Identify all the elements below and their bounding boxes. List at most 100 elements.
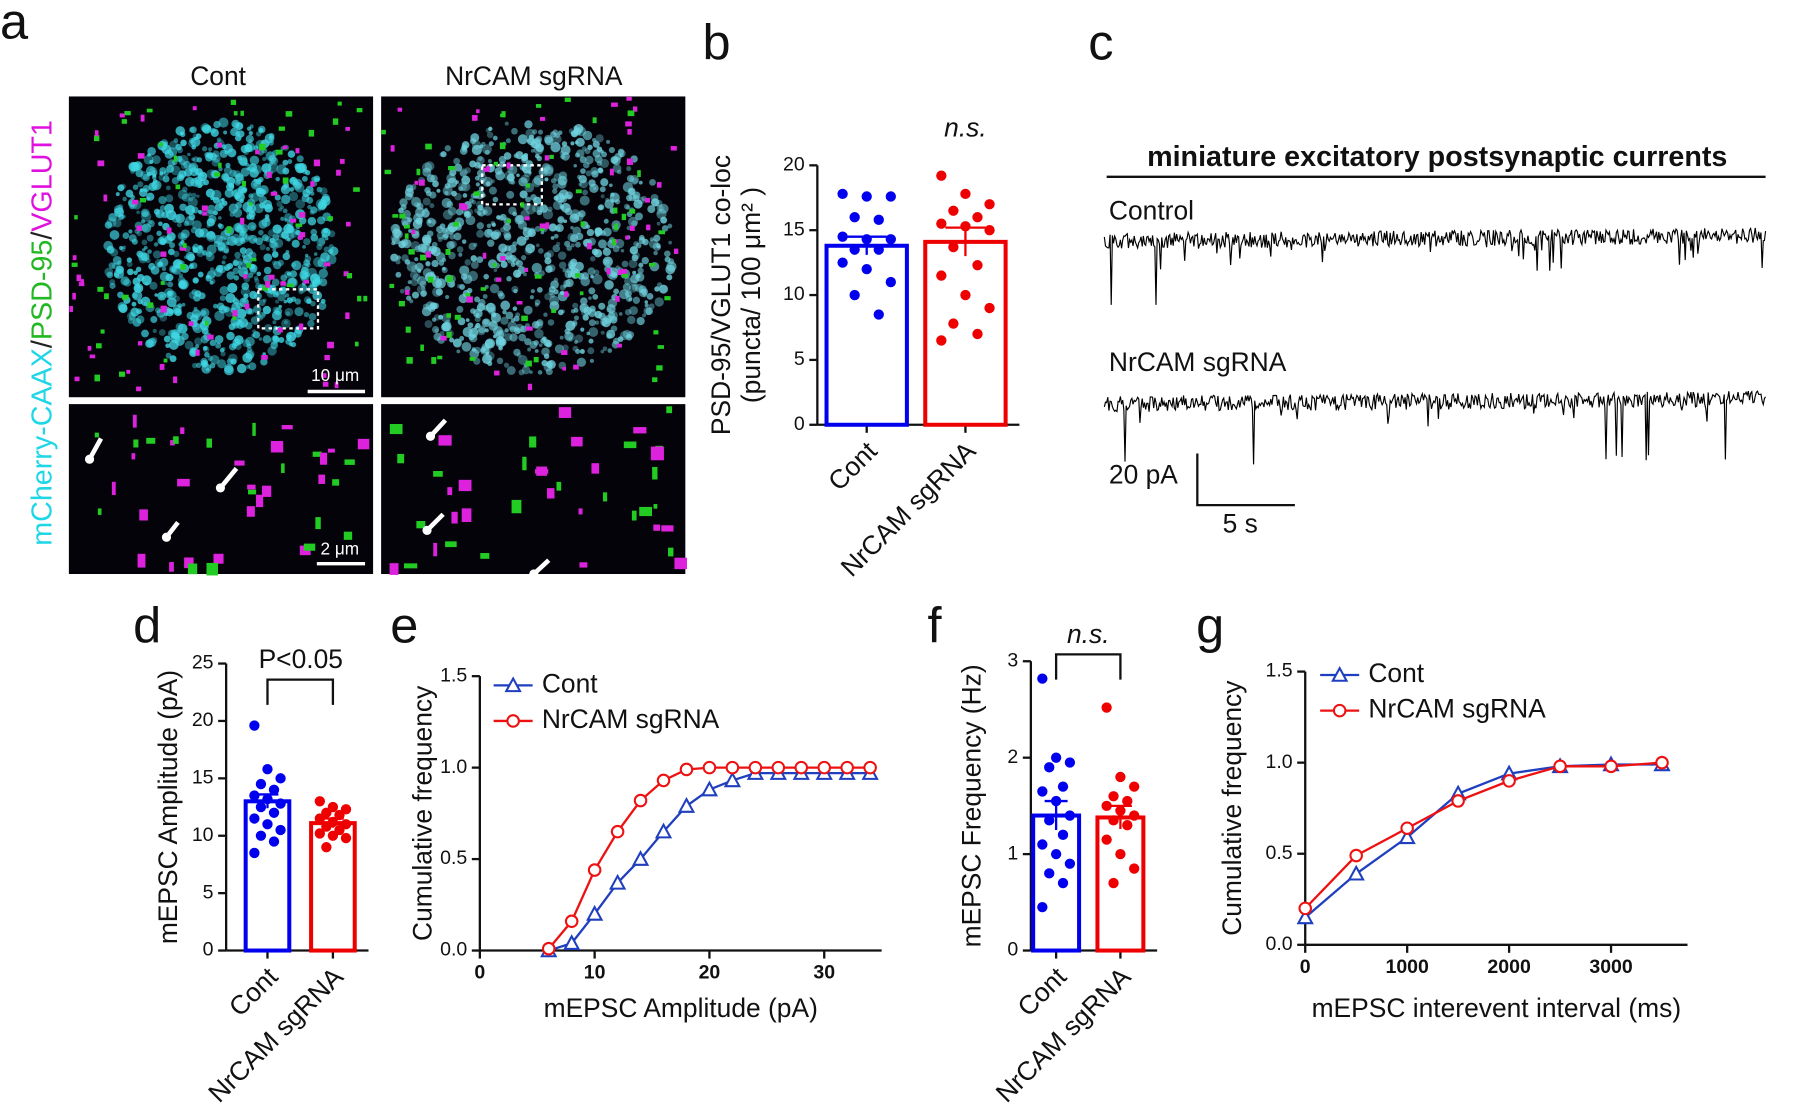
cell-signal xyxy=(239,198,244,203)
cell-signal xyxy=(225,162,231,168)
cell-signal xyxy=(534,225,541,232)
cell-signal xyxy=(262,335,272,344)
puncta xyxy=(614,223,618,231)
puncta xyxy=(312,451,322,457)
cell-signal xyxy=(178,273,184,278)
cell-signal xyxy=(644,300,648,304)
cell-signal xyxy=(104,267,113,277)
cell-signal xyxy=(245,142,256,153)
cell-signal xyxy=(619,289,630,300)
cell-signal xyxy=(130,194,135,200)
cell-signal xyxy=(521,255,527,261)
cell-signal xyxy=(232,208,243,218)
cell-signal xyxy=(641,256,649,265)
cell-signal xyxy=(311,176,317,183)
cell-signal xyxy=(168,248,175,256)
stain-part: PSD-95 xyxy=(26,240,58,340)
cell-signal xyxy=(549,301,560,312)
puncta xyxy=(547,488,555,499)
cell-signal xyxy=(165,352,172,359)
cell-signal xyxy=(436,231,445,240)
cell-signal xyxy=(407,280,412,285)
cell-signal xyxy=(307,319,315,328)
cell-signal xyxy=(616,169,622,175)
cell-signal xyxy=(223,248,230,254)
puncta xyxy=(533,356,539,363)
data-point xyxy=(948,241,959,253)
cell-signal xyxy=(306,298,312,304)
cell-signal xyxy=(227,282,238,293)
cell-signal xyxy=(515,260,523,268)
stain-part: VGLUT1 xyxy=(26,120,58,232)
puncta xyxy=(175,184,181,190)
cell-signal xyxy=(557,175,568,186)
cell-signal xyxy=(465,318,470,322)
cell-signal xyxy=(205,367,210,372)
cell-signal xyxy=(138,310,142,314)
cell-signal xyxy=(245,351,254,360)
cell-signal xyxy=(517,134,528,145)
cell-signal xyxy=(637,267,644,274)
cell-signal xyxy=(556,241,561,247)
cell-signal xyxy=(249,267,257,275)
data-point xyxy=(1057,829,1069,840)
cell-signal xyxy=(453,157,461,165)
cell-signal xyxy=(531,177,542,188)
y-axis-label: (puncta/ 100 μm² ) xyxy=(736,187,766,403)
puncta xyxy=(295,148,300,154)
puncta xyxy=(658,230,666,235)
cell-signal xyxy=(140,208,150,218)
puncta xyxy=(392,214,399,218)
cell-signal xyxy=(154,259,163,267)
puncta xyxy=(323,262,331,267)
cell-signal xyxy=(451,190,457,197)
cell-signal xyxy=(128,161,139,172)
data-point xyxy=(861,191,872,202)
marker xyxy=(586,904,604,921)
cell-signal xyxy=(112,218,122,228)
puncta xyxy=(539,223,547,229)
cell-signal xyxy=(142,184,150,193)
cell-signal xyxy=(579,156,587,164)
significance-bracket xyxy=(266,678,335,705)
data-point xyxy=(1108,791,1119,802)
y-tick-label: 15 xyxy=(192,767,214,789)
trace-label: NrCAM sgRNA xyxy=(1109,347,1287,377)
cell-signal xyxy=(602,247,611,257)
cell-signal xyxy=(192,247,199,253)
cell-signal xyxy=(588,296,592,300)
data-point xyxy=(268,836,280,847)
cell-signal xyxy=(516,236,527,246)
cell-signal xyxy=(421,306,432,317)
cell-signal xyxy=(469,198,474,204)
data-point xyxy=(1122,820,1133,831)
series-line xyxy=(548,771,871,952)
cell-signal xyxy=(286,224,295,234)
cell-signal xyxy=(478,156,483,161)
cell-signal xyxy=(518,369,525,376)
puncta xyxy=(445,249,451,255)
cell-signal xyxy=(461,175,471,185)
cell-signal xyxy=(190,136,201,148)
puncta xyxy=(160,281,165,285)
puncta xyxy=(132,199,139,205)
puncta xyxy=(403,224,410,229)
cell-signal xyxy=(262,298,267,303)
cell-signal xyxy=(502,309,507,315)
puncta xyxy=(182,243,187,248)
stain-part: / xyxy=(26,340,58,348)
cell-signal xyxy=(265,235,272,243)
cell-signal xyxy=(194,228,205,238)
cell-signal xyxy=(275,176,280,182)
cell-signal xyxy=(158,195,167,205)
cell-signal xyxy=(131,238,138,245)
cell-signal xyxy=(316,186,323,193)
cell-signal xyxy=(304,253,309,258)
puncta xyxy=(623,441,637,449)
cell-signal xyxy=(188,196,194,202)
cell-signal xyxy=(239,230,246,237)
cell-signal xyxy=(497,329,506,338)
cell-signal xyxy=(436,188,441,193)
cell-signal xyxy=(300,266,309,275)
cell-signal xyxy=(488,141,494,147)
